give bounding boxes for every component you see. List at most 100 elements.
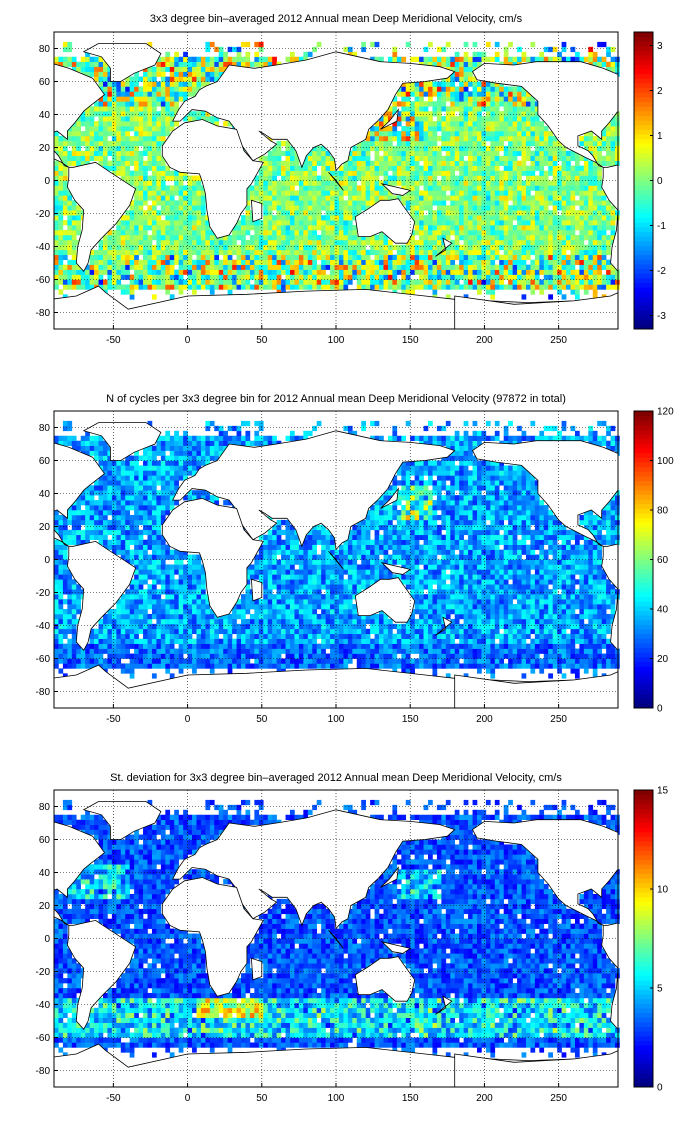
heatmap-cell [548, 673, 553, 678]
heatmap-cell [553, 270, 558, 275]
heatmap-cell [486, 220, 491, 225]
heatmap-cell [161, 654, 166, 659]
heatmap-cell [272, 220, 277, 225]
heatmap-cell [415, 176, 420, 181]
heatmap-cell [170, 280, 175, 285]
heatmap-cell [326, 280, 331, 285]
heatmap-cell [326, 205, 331, 210]
heatmap-cell [148, 649, 153, 654]
heatmap-cell [455, 77, 460, 82]
heatmap-cell [415, 121, 420, 126]
heatmap-cell [495, 205, 500, 210]
heatmap-cell [63, 659, 68, 664]
heatmap-cell [557, 230, 562, 235]
heatmap-cell [611, 67, 616, 72]
heatmap-cell [473, 649, 478, 654]
heatmap-cell [317, 280, 322, 285]
heatmap-cell [245, 57, 250, 62]
heatmap-cell [214, 250, 219, 255]
heatmap-cell [375, 255, 380, 260]
heatmap-cell [94, 106, 99, 111]
heatmap-cell [58, 639, 63, 644]
heatmap-cell [593, 235, 598, 240]
heatmap-cell [148, 121, 153, 126]
heatmap-cell [446, 265, 451, 270]
heatmap-cell [526, 190, 531, 195]
heatmap-cell [432, 151, 437, 156]
heatmap-cell [513, 111, 518, 116]
heatmap-cell [125, 275, 130, 280]
heatmap-cell [205, 116, 210, 121]
heatmap-cell [317, 255, 322, 260]
heatmap-cell [495, 96, 500, 101]
heatmap-cell [588, 190, 593, 195]
heatmap-cell [584, 250, 589, 255]
heatmap-cell [130, 663, 135, 668]
heatmap-cell [348, 210, 353, 215]
heatmap-cell [272, 260, 277, 265]
heatmap-cell [406, 96, 411, 101]
heatmap-cell [116, 260, 121, 265]
heatmap-cell [490, 146, 495, 151]
heatmap-cell [286, 215, 291, 220]
heatmap-cell [383, 146, 388, 151]
heatmap-cell [383, 649, 388, 654]
heatmap-cell [170, 185, 175, 190]
heatmap-cell [468, 121, 473, 126]
heatmap-cell [486, 235, 491, 240]
heatmap-cell [152, 673, 157, 678]
heatmap-cell [76, 210, 81, 215]
heatmap-cell [121, 86, 126, 91]
heatmap-cell [156, 86, 161, 91]
heatmap-cell [107, 121, 112, 126]
heatmap-cell [121, 82, 126, 87]
heatmap-cell [326, 275, 331, 280]
heatmap-cell [513, 106, 518, 111]
heatmap-cell [317, 654, 322, 659]
heatmap-cell [593, 270, 598, 275]
heatmap-cell [495, 215, 500, 220]
heatmap-cell [259, 171, 264, 176]
heatmap-cell [481, 136, 486, 141]
heatmap-cell [499, 270, 504, 275]
heatmap-cell [486, 146, 491, 151]
heatmap-cell [383, 161, 388, 166]
heatmap-cell [152, 275, 157, 280]
heatmap-cell [446, 126, 451, 131]
heatmap-cell [424, 250, 429, 255]
heatmap-cell [593, 275, 598, 280]
heatmap-cell [392, 176, 397, 181]
heatmap-cell [121, 289, 126, 294]
heatmap-cell [526, 215, 531, 220]
heatmap-cell [406, 86, 411, 91]
heatmap-cell [272, 663, 277, 668]
heatmap-cell [148, 205, 153, 210]
heatmap-cell [201, 220, 206, 225]
heatmap-cell [379, 284, 384, 289]
heatmap-cell [504, 181, 509, 186]
heatmap-cell [588, 136, 593, 141]
heatmap-cell [415, 146, 420, 151]
heatmap-cell [473, 270, 478, 275]
heatmap-cell [392, 280, 397, 285]
heatmap-cell [432, 235, 437, 240]
heatmap-cell [183, 195, 188, 200]
heatmap-cell [388, 265, 393, 270]
heatmap-cell [415, 96, 420, 101]
heatmap-cell [201, 205, 206, 210]
heatmap-cell [165, 121, 170, 126]
heatmap-cell [317, 275, 322, 280]
heatmap-cell [94, 644, 99, 649]
colorbar-segment [634, 134, 653, 139]
heatmap-cell [165, 67, 170, 72]
heatmap-cell [606, 235, 611, 240]
heatmap-cell [326, 156, 331, 161]
heatmap-cell [615, 131, 620, 136]
heatmap-cell [94, 250, 99, 255]
heatmap-cell [579, 210, 584, 215]
heatmap-cell [553, 156, 558, 161]
heatmap-cell [330, 265, 335, 270]
heatmap-cell [299, 176, 304, 181]
heatmap-cell [424, 82, 429, 87]
heatmap-cell [495, 200, 500, 205]
